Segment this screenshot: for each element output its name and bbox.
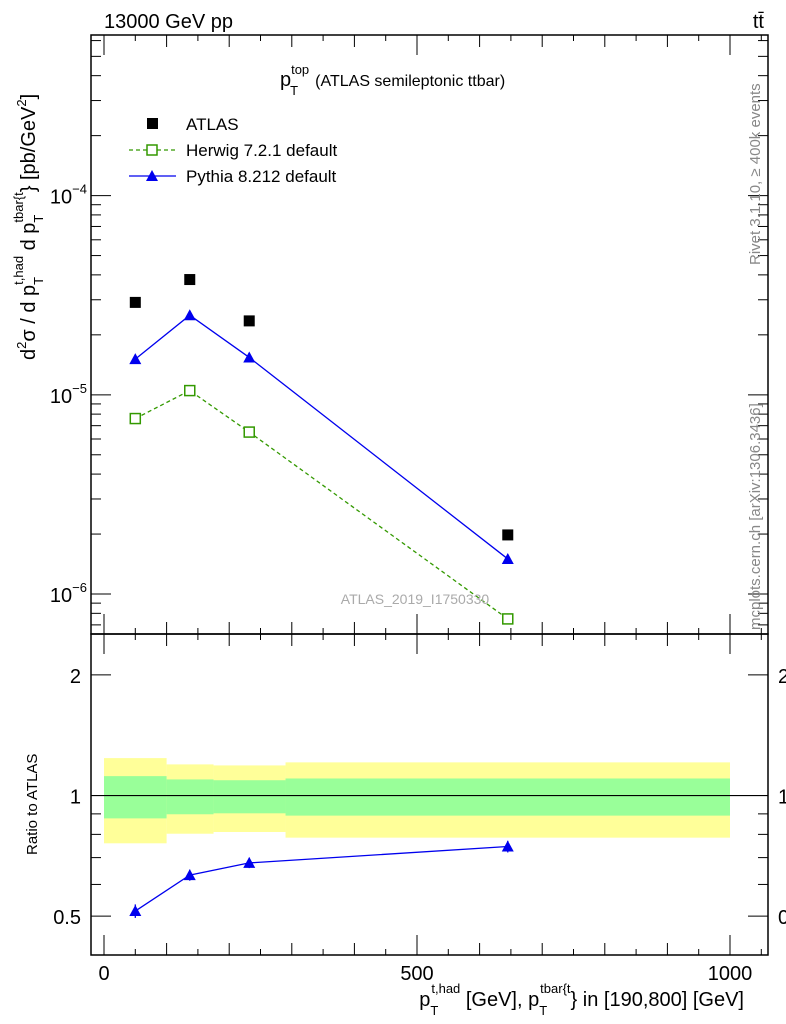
data-point-herwig xyxy=(184,384,196,397)
ratio-point-pythia xyxy=(129,905,142,917)
tick-base: 10 xyxy=(50,386,72,408)
header-process: 13000 GeV pp xyxy=(104,11,233,33)
data-point-pythia xyxy=(183,309,196,321)
plot-title: pTtop(ATLAS semileptonic ttbar) xyxy=(280,62,505,98)
ratio-point-pythia xyxy=(501,840,514,852)
x-tick-label: 1000 xyxy=(708,963,753,985)
data-point-pythia xyxy=(243,351,256,363)
data-point-herwig xyxy=(502,613,514,625)
ratio-y-axis-label: Ratio to ATLAS xyxy=(24,754,41,855)
ratio-y-tick-label-right: 0.5 xyxy=(778,907,786,929)
tick-base: 10 xyxy=(50,585,72,607)
tick-exponent: −6 xyxy=(72,580,87,595)
data-point-pythia xyxy=(501,552,514,564)
x-tick-label: 0 xyxy=(98,963,109,985)
ratio-y-tick-label-left: 0.5 xyxy=(53,907,81,929)
ratio-y-tick-label-right: 2 xyxy=(778,666,786,688)
main-y-tick-label: 10−4 xyxy=(50,182,87,209)
legend-herwig-label: Herwig 7.2.1 default xyxy=(186,141,337,160)
ratio-line-pythia xyxy=(134,845,508,912)
data-point-atlas xyxy=(129,296,141,308)
axis-ticks: 10−410−510−60.50.5112205001000 xyxy=(50,35,786,985)
ratio-frame xyxy=(90,633,769,956)
legend-herwig-marker xyxy=(146,144,158,156)
ratio-point-pythia xyxy=(183,869,196,881)
main-y-tick-label: 10−5 xyxy=(50,381,87,408)
legend-atlas-label: ATLAS xyxy=(186,115,239,134)
ratio-y-tick-label-right: 1 xyxy=(778,787,786,809)
data-point-atlas xyxy=(243,315,255,327)
header-final-state: tt̄ xyxy=(753,11,765,33)
data-point-atlas xyxy=(502,529,514,541)
series-line-pythia xyxy=(134,314,509,560)
analysis-watermark: ATLAS_2019_I1750330 xyxy=(341,591,490,607)
data-point-herwig xyxy=(129,412,142,425)
rivet-version-label: Rivet 3.1.10, ≥ 400k events xyxy=(747,83,764,265)
uncertainty-bands xyxy=(91,758,768,844)
tick-exponent: −4 xyxy=(72,182,87,197)
data-point-atlas xyxy=(184,274,196,286)
tick-exponent: −5 xyxy=(72,381,87,396)
green-band-bin xyxy=(104,776,167,819)
main-y-axis-label: d2σ / d pTt,had d pTtbar{t} [pb/GeV2] xyxy=(11,94,46,360)
ratio-y-tick-label-left: 1 xyxy=(70,787,81,809)
main-y-tick-label: 10−6 xyxy=(50,580,87,607)
x-axis-label: pTt,had [GeV], pTtbar{t} in [190,800] [G… xyxy=(419,981,744,1018)
ratio-y-tick-label-left: 2 xyxy=(70,666,81,688)
legend: ATLAS Herwig 7.2.1 default Pythia 8.212 … xyxy=(129,115,337,186)
green-band-bin xyxy=(285,778,730,816)
data-point-pythia xyxy=(129,353,142,365)
series-line-herwig xyxy=(135,389,509,620)
legend-pythia-label: Pythia 8.212 default xyxy=(186,167,337,186)
data-point-herwig xyxy=(243,426,255,438)
legend-pythia-marker xyxy=(146,170,158,181)
mcplots-label: mcplots.cern.ch [arXiv:1306.3436] xyxy=(747,403,764,630)
tick-base: 10 xyxy=(50,187,72,209)
data-marks xyxy=(129,274,514,918)
green-band-bin xyxy=(213,780,286,814)
green-band-bin xyxy=(166,779,214,815)
legend-atlas-marker xyxy=(147,118,158,129)
x-tick-label: 500 xyxy=(400,963,433,985)
ratio-point-pythia xyxy=(243,856,256,868)
